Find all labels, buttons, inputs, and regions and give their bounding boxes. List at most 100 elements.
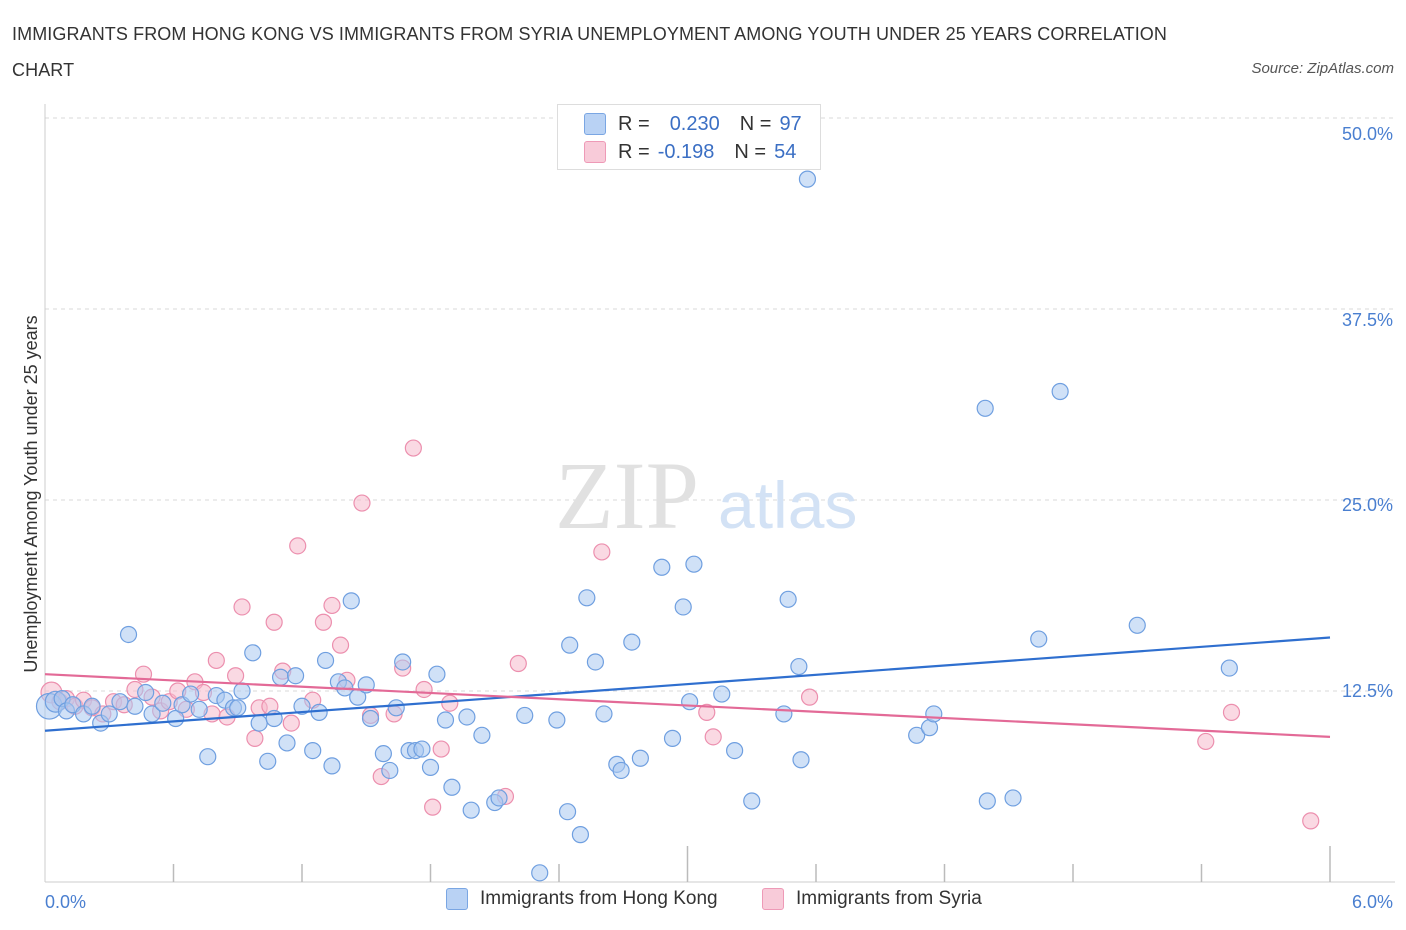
point-syria	[593, 543, 611, 561]
legend-row-hong-kong: R = 0.230 N = 97	[584, 110, 802, 138]
point-hong-kong	[775, 705, 793, 723]
point-syria	[265, 613, 283, 631]
point-hong-kong	[443, 778, 461, 796]
point-hong-kong	[421, 758, 440, 777]
point-syria	[404, 439, 422, 457]
point-hong-kong	[381, 761, 399, 780]
point-hong-kong	[743, 792, 761, 810]
point-hong-kong	[558, 803, 577, 821]
legend-row-syria: R = -0.198 N = 54	[584, 138, 796, 166]
point-hong-kong	[685, 555, 703, 573]
point-hong-kong	[1128, 616, 1146, 634]
point-syria	[698, 703, 716, 721]
point-syria	[1197, 732, 1215, 751]
point-hong-kong	[271, 668, 290, 686]
watermark-atlas: atlas	[718, 468, 857, 542]
legend-n-value: 54	[774, 140, 797, 163]
point-hong-kong	[1051, 382, 1069, 401]
point-hong-kong	[310, 703, 328, 721]
point-hong-kong	[111, 693, 129, 711]
point-syria	[314, 613, 333, 631]
point-hong-kong	[154, 694, 172, 712]
legend-swatch-blue	[584, 113, 606, 135]
point-hong-kong	[908, 726, 926, 744]
series-swatch-blue	[446, 888, 468, 910]
trend-line-hong-kong	[44, 636, 1331, 732]
point-syria	[331, 636, 350, 654]
point-hong-kong	[190, 700, 208, 718]
point-syria	[509, 654, 527, 673]
point-hong-kong	[531, 864, 549, 882]
series-legend-hong-kong: Immigrants from Hong Kong	[446, 888, 718, 910]
point-syria	[800, 688, 819, 706]
point-hong-kong	[612, 761, 630, 780]
point-hong-kong	[83, 697, 101, 715]
point-hong-kong	[631, 749, 649, 767]
point-hong-kong	[304, 741, 322, 760]
point-hong-kong	[278, 734, 296, 752]
x-tick-label-min: 0.0%	[45, 892, 86, 912]
point-hong-kong	[779, 590, 797, 608]
point-hong-kong	[293, 697, 311, 715]
legend-r-value: 0.230	[669, 112, 720, 135]
point-hong-kong	[458, 708, 476, 726]
point-hong-kong	[653, 558, 671, 576]
point-hong-kong	[316, 651, 335, 670]
point-syria	[415, 680, 433, 699]
legend-r-label: R =	[618, 112, 650, 135]
point-hong-kong	[713, 685, 731, 703]
legend-n-label: N =	[739, 112, 772, 135]
point-hong-kong	[516, 706, 534, 725]
point-hong-kong	[286, 667, 305, 685]
watermark: ZIP atlas	[555, 442, 857, 549]
series-swatch-pink	[762, 888, 784, 910]
tick-labels: 12.5% 25.0% 37.5% 50.0% 0.0% 6.0%	[45, 124, 1393, 912]
point-hong-kong	[473, 726, 491, 744]
point-hong-kong	[1030, 630, 1048, 648]
point-hong-kong	[436, 711, 455, 729]
point-hong-kong	[428, 665, 446, 683]
point-hong-kong	[790, 657, 808, 676]
point-hong-kong	[323, 757, 341, 775]
y-tick-label: 12.5%	[1342, 681, 1393, 701]
point-hong-kong	[586, 653, 605, 671]
point-hong-kong	[561, 636, 579, 654]
source-credit: Source: ZipAtlas.com	[1251, 60, 1394, 77]
point-hong-kong	[250, 714, 268, 732]
legend-swatch-pink	[584, 141, 606, 163]
point-hong-kong	[374, 745, 392, 763]
point-syria	[233, 598, 251, 616]
point-hong-kong	[259, 752, 277, 770]
point-syria	[282, 714, 300, 732]
point-syria	[353, 494, 371, 512]
point-hong-kong	[394, 653, 412, 671]
point-syria	[246, 729, 264, 747]
point-hong-kong	[462, 801, 480, 819]
legend-n-label: N =	[734, 140, 767, 163]
point-hong-kong	[674, 598, 692, 616]
point-hong-kong	[595, 705, 613, 723]
x-tick-label-max: 6.0%	[1352, 892, 1393, 912]
point-hong-kong	[726, 741, 744, 760]
point-hong-kong	[126, 697, 144, 715]
legend-r-value: -0.198	[657, 140, 715, 163]
point-hong-kong	[798, 170, 817, 188]
point-hong-kong	[233, 682, 251, 700]
point-syria	[1302, 812, 1320, 830]
point-hong-kong	[1220, 659, 1238, 677]
point-syria	[424, 798, 442, 816]
point-syria	[1222, 703, 1241, 721]
point-hong-kong	[490, 789, 508, 807]
y-tick-label: 37.5%	[1342, 310, 1393, 330]
point-hong-kong	[342, 592, 360, 610]
point-hong-kong	[578, 589, 596, 607]
series-label-hong-kong: Immigrants from Hong Kong	[480, 888, 718, 909]
point-syria	[289, 537, 307, 555]
point-syria	[207, 651, 225, 670]
point-hong-kong	[229, 699, 247, 717]
point-hong-kong	[244, 644, 262, 662]
point-hong-kong	[548, 711, 566, 729]
point-hong-kong	[681, 693, 699, 711]
series-label-syria: Immigrants from Syria	[796, 888, 982, 909]
